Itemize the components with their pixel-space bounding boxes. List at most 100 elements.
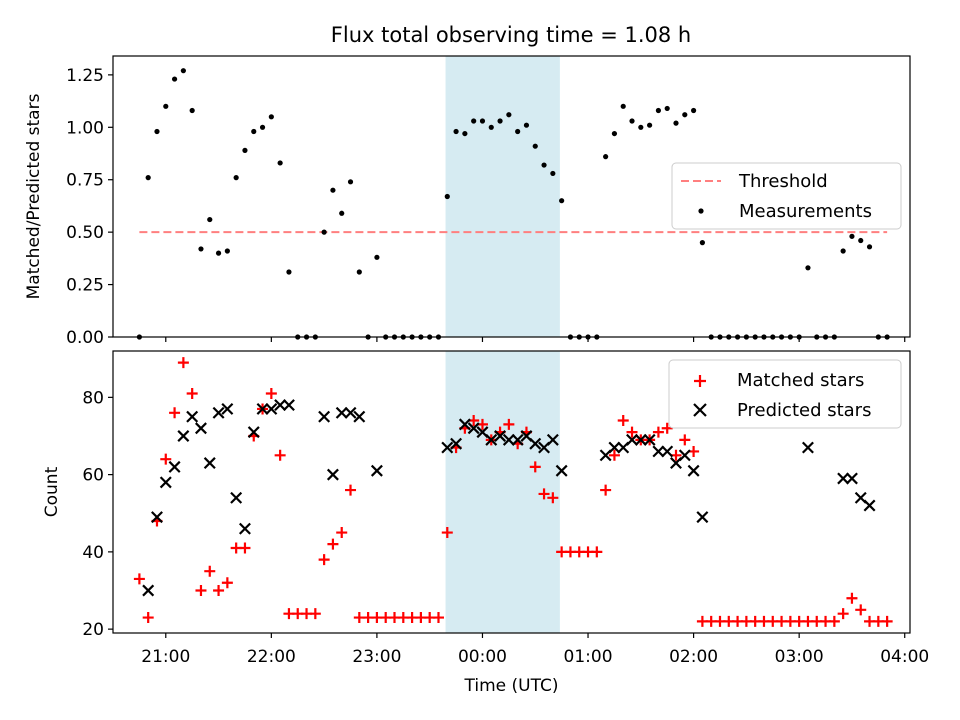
predicted-star-point — [845, 472, 858, 485]
top-y-ticks: 0.00 0.25 0.50 0.75 1.00 1.25 — [66, 66, 113, 348]
measurement-point — [497, 118, 503, 124]
measurement-point — [277, 160, 283, 166]
top-highlight-span — [445, 56, 560, 337]
matched-star-point — [336, 527, 348, 539]
predicted-star-point — [247, 426, 260, 439]
predicted-star-point — [494, 430, 507, 442]
predicted-star-point — [485, 433, 498, 446]
top-y-axis-label: Matched/Predicted stars — [24, 93, 44, 299]
measurement-point — [629, 118, 635, 124]
predicted-star-point — [370, 464, 383, 477]
predicted-star-point — [256, 402, 269, 415]
matched-star-point — [828, 615, 840, 627]
matched-star-point — [846, 592, 858, 604]
top-legend: Threshold Measurements — [671, 162, 902, 230]
matched-star-point — [529, 461, 541, 473]
measurement-point — [532, 143, 538, 149]
top-y-tick-label: 0.75 — [66, 171, 104, 191]
predicted-star-point — [177, 430, 190, 442]
top-panel: 0.00 0.25 0.50 0.75 1.00 1.25 Matched/Predict… — [24, 55, 911, 348]
measurement-point — [699, 240, 705, 246]
matched-star-point — [881, 615, 893, 627]
top-legend-box — [671, 162, 902, 230]
predicted-star-point — [450, 437, 463, 450]
matched-star-point — [591, 546, 603, 558]
predicted-star-point — [441, 441, 454, 454]
matched-star-point — [318, 554, 330, 566]
matched-star-point — [538, 488, 550, 500]
predicted-star-point — [863, 499, 876, 512]
matched-star-point — [186, 387, 198, 399]
measurement-point — [453, 128, 459, 135]
legend-threshold-label: Threshold — [738, 171, 828, 192]
measurement-point — [559, 198, 565, 204]
measurement-point — [611, 130, 618, 137]
measurement-point — [242, 147, 248, 153]
legend-predicted-label: Predicted stars — [737, 400, 871, 421]
predicted-star-point — [238, 522, 251, 535]
legend-measurements-label: Measurements — [739, 201, 872, 222]
matched-star-point — [327, 538, 339, 550]
x-tick-label: 04:00 — [880, 647, 929, 667]
predicted-star-point — [168, 460, 181, 473]
measurement-point — [603, 154, 609, 160]
predicted-star-point — [546, 433, 559, 446]
predicted-star-point — [837, 472, 850, 485]
matched-star-point — [195, 585, 207, 597]
matched-star-point — [133, 573, 145, 585]
x-tick-label: 03:00 — [775, 647, 824, 667]
bottom-y-tick-label: 20 — [82, 620, 104, 640]
measurement-point — [215, 250, 222, 256]
measurement-point — [189, 107, 195, 114]
predicted-star-point — [230, 491, 243, 504]
top-y-tick-label: 0.50 — [66, 223, 104, 243]
bottom-highlight-span — [445, 351, 560, 633]
matched-star-point — [600, 484, 612, 496]
measurement-point — [339, 210, 345, 216]
x-tick-label: 23:00 — [352, 647, 401, 667]
predicted-star-point — [221, 402, 234, 415]
top-y-tick-label: 0.25 — [66, 276, 104, 296]
predicted-star-point — [643, 433, 656, 446]
top-y-tick-label: 0.00 — [66, 328, 104, 348]
predicted-star-point — [696, 511, 709, 524]
measurement-point — [655, 107, 662, 114]
predicted-star-point — [265, 402, 278, 415]
measurement-point — [515, 128, 521, 135]
top-y-tick-label: 1.00 — [66, 118, 104, 138]
measurement-point — [647, 122, 653, 128]
top-y-tick-label: 1.25 — [66, 66, 104, 86]
predicted-star-point — [511, 433, 524, 446]
predicted-star-point — [326, 468, 339, 481]
measurement-point — [523, 122, 530, 128]
measurement-point — [224, 248, 230, 254]
legend-measurements-swatch — [698, 208, 704, 214]
x-tick-label: 00:00 — [458, 647, 507, 667]
measurement-point — [163, 103, 169, 109]
predicted-star-point — [801, 441, 814, 454]
top-x-ticks — [165, 337, 906, 342]
matched-star-point — [617, 415, 629, 427]
measurement-point — [471, 118, 477, 124]
measurement-point — [638, 124, 644, 130]
predicted-star-point — [142, 584, 155, 597]
measurement-point — [374, 254, 380, 260]
matched-star-point — [661, 422, 673, 434]
measurement-point — [198, 246, 204, 252]
matched-star-point — [142, 612, 154, 624]
measurement-point — [321, 229, 327, 235]
measurement-point — [479, 118, 486, 124]
measurement-point — [259, 124, 266, 130]
measurement-point — [805, 265, 811, 271]
predicted-star-point — [318, 410, 331, 423]
bottom-legend-box — [668, 359, 902, 429]
predicted-star-point — [502, 433, 515, 446]
measurement-point — [171, 76, 178, 82]
measurement-point — [180, 68, 186, 74]
predicted-star-point — [555, 464, 568, 477]
measurement-point — [207, 216, 213, 223]
predicted-star-point — [661, 445, 674, 458]
predicted-star-point — [608, 441, 621, 454]
predicted-star-point — [652, 445, 665, 458]
